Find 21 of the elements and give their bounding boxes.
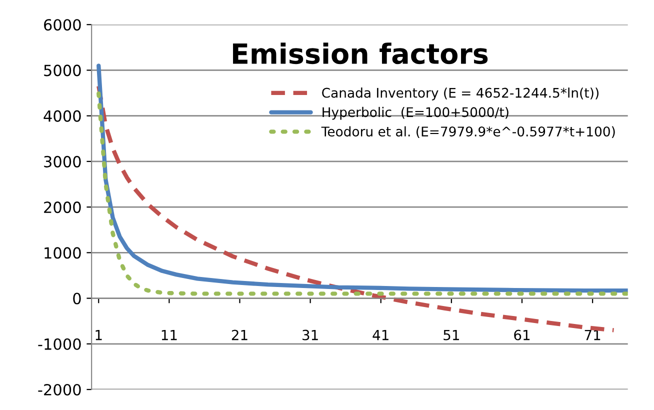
legend-label: Hyperbolic (E=100+5000/t) <box>322 106 508 120</box>
x-tick-label: 11 <box>162 330 177 340</box>
y-tick-label: 0 <box>73 292 81 304</box>
y-tick-label: -2000 <box>38 384 81 396</box>
x-tick-label: 51 <box>444 330 459 340</box>
x-tick-label: 71 <box>584 330 600 340</box>
legend-label: Teodoru et al. (E=7979.9*e^-0.5977*t+100) <box>321 126 615 138</box>
x-tick-label: 21 <box>232 330 248 340</box>
y-tick-label: 1000 <box>44 247 81 259</box>
y-tick-label: -1000 <box>38 338 81 350</box>
x-tick-label: 41 <box>372 330 388 340</box>
y-tick-label: 5000 <box>44 64 81 76</box>
y-tick-label: 4000 <box>44 110 81 122</box>
text: Emission factors <box>233 42 488 64</box>
y-tick-label: 6000 <box>44 19 81 31</box>
x-tick-label: 1 <box>96 330 102 340</box>
legend-label: Canada Inventory (E = 4652-1244.5*ln(t)) <box>322 88 598 100</box>
y-tick-label: 3000 <box>44 156 81 168</box>
x-tick-label: 61 <box>514 330 530 340</box>
y-tick-label: 2000 <box>44 202 81 214</box>
x-tick-label: 31 <box>302 330 318 340</box>
